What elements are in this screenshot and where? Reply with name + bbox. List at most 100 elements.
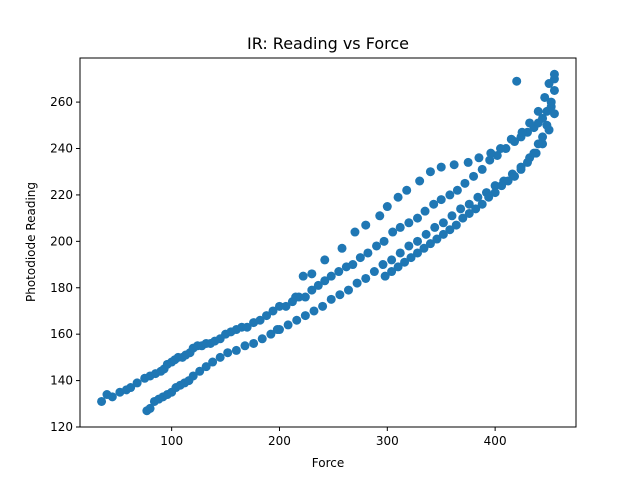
scatter-point (126, 383, 136, 393)
scatter-point (307, 285, 317, 295)
scatter-point (445, 190, 455, 200)
scatter-point (249, 338, 259, 348)
y-tick-label: 240 (50, 142, 73, 156)
scatter-point (107, 392, 117, 402)
scatter-point (490, 181, 500, 191)
scatter-point (533, 106, 543, 116)
x-tick-label: 400 (484, 434, 507, 448)
scatter-point (438, 218, 448, 228)
scatter-point (430, 222, 440, 232)
scatter-point (215, 352, 225, 362)
scatter-point (516, 164, 526, 174)
scatter-point (404, 218, 414, 228)
scatter-point (343, 285, 353, 295)
scatter-point (445, 225, 455, 235)
scatter-point (463, 157, 473, 167)
scatter-point (255, 315, 265, 325)
scatter-point (490, 188, 500, 198)
x-tick-label: 200 (268, 434, 291, 448)
scatter-point (231, 345, 241, 355)
scatter-point (262, 311, 272, 321)
y-tick-label: 180 (50, 281, 73, 295)
scatter-point (195, 366, 205, 376)
scatter-point (300, 311, 310, 321)
chart-title: IR: Reading vs Force (247, 34, 409, 53)
scatter-point (549, 69, 559, 79)
scatter-point (223, 348, 233, 358)
scatter-point (538, 132, 548, 142)
scatter-point (335, 290, 345, 300)
y-tick-label: 200 (50, 234, 73, 248)
scatter-point (242, 322, 252, 332)
scatter-point (298, 271, 308, 281)
y-axis-label: Photodiode Reading (24, 182, 38, 302)
y-tick-label: 140 (50, 374, 73, 388)
scatter-point (540, 92, 550, 102)
scatter-point (413, 248, 422, 258)
scatter-point (474, 153, 484, 163)
scatter-point (413, 236, 422, 246)
scatter-point (421, 229, 431, 239)
scatter-point (387, 255, 397, 265)
x-tick-label: 100 (160, 434, 183, 448)
scatter-point (318, 301, 328, 311)
scatter-point (240, 341, 250, 351)
scatter-point (404, 241, 414, 251)
scatter-point (522, 157, 532, 167)
scatter-point (350, 227, 360, 237)
scatter-point (429, 199, 439, 209)
scatter-point (496, 144, 506, 154)
plot-frame (79, 57, 577, 428)
scatter-point (402, 185, 412, 195)
scatter-point (497, 181, 507, 191)
x-axis-label: Force (312, 456, 344, 470)
scatter-point (361, 273, 371, 283)
scatter-point (525, 118, 535, 128)
scatter-point (307, 269, 317, 279)
scatter-point (363, 248, 373, 258)
scatter-point (400, 257, 410, 267)
scatter-point (542, 120, 552, 130)
y-tick-label: 260 (50, 95, 73, 109)
scatter-point (533, 139, 543, 149)
scatter-point (464, 208, 474, 218)
scatter-point (281, 301, 291, 311)
scatter-point (97, 396, 107, 406)
scatter-point (387, 267, 397, 277)
scatter-point (382, 202, 392, 212)
scatter-point (549, 85, 559, 95)
scatter-point (473, 192, 483, 202)
scatter-point (355, 253, 365, 263)
scatter-point (272, 325, 282, 335)
scatter-point (413, 213, 422, 223)
scatter-point (452, 185, 462, 195)
scatter-point (393, 262, 403, 272)
scatter-point (320, 255, 330, 265)
ticks-layer: 100 200 300 400 120 140 160 180 200 220 240 260 (50, 95, 506, 448)
scatter-point (406, 253, 416, 263)
scatter-point (291, 292, 301, 302)
scatter-point (432, 234, 442, 244)
scatter-point (132, 378, 142, 388)
scatter-point (484, 192, 494, 202)
x-tick-label: 300 (376, 434, 399, 448)
scatter-point (283, 320, 293, 330)
scatter-point (292, 315, 302, 325)
scatter-point (485, 155, 495, 165)
scatter-point (334, 267, 344, 277)
scatter-point (257, 334, 267, 344)
scatter-point (512, 76, 522, 86)
scatter-point (201, 362, 211, 372)
scatter-point (436, 162, 446, 172)
scatter-point (380, 271, 390, 281)
y-tick-label: 220 (50, 188, 73, 202)
scatter-point (326, 294, 336, 304)
scatter-point (395, 248, 405, 258)
scatter-point (393, 192, 403, 202)
scatter-point (415, 176, 425, 186)
scatter-point (456, 204, 466, 214)
scatter-point (458, 213, 468, 223)
scatter-point (188, 371, 198, 381)
